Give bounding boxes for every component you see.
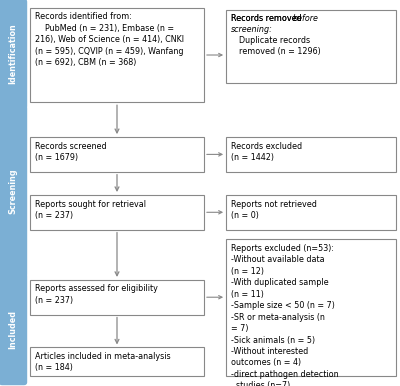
Text: Included: Included [8, 310, 18, 349]
FancyBboxPatch shape [0, 273, 27, 385]
Text: Records removed: Records removed [231, 14, 304, 23]
FancyBboxPatch shape [226, 195, 396, 230]
Text: Reports assessed for eligibility
(n = 237): Reports assessed for eligibility (n = 23… [35, 284, 158, 305]
FancyBboxPatch shape [30, 195, 204, 230]
FancyBboxPatch shape [0, 105, 27, 277]
Text: Reports excluded (n=53):
-Without available data
(n = 12)
-With duplicated sampl: Reports excluded (n=53): -Without availa… [231, 244, 338, 386]
Text: Records identified from:
    PubMed (n = 231), Embase (n =
216), Web of Science : Records identified from: PubMed (n = 231… [35, 12, 184, 67]
Text: Screening: Screening [8, 168, 18, 214]
Text: before: before [293, 14, 319, 23]
FancyBboxPatch shape [30, 280, 204, 315]
Text: removed (n = 1296): removed (n = 1296) [239, 47, 320, 56]
Text: Reports not retrieved
(n = 0): Reports not retrieved (n = 0) [231, 200, 317, 220]
FancyBboxPatch shape [226, 239, 396, 376]
FancyBboxPatch shape [226, 10, 396, 83]
Text: screening:: screening: [231, 25, 273, 34]
FancyBboxPatch shape [0, 0, 27, 109]
Text: Records screened
(n = 1679): Records screened (n = 1679) [35, 142, 106, 162]
FancyBboxPatch shape [226, 137, 396, 172]
FancyBboxPatch shape [30, 347, 204, 376]
Text: Reports sought for retrieval
(n = 237): Reports sought for retrieval (n = 237) [35, 200, 146, 220]
FancyBboxPatch shape [30, 137, 204, 172]
Text: Records excluded
(n = 1442): Records excluded (n = 1442) [231, 142, 302, 162]
Text: Identification: Identification [8, 24, 18, 85]
Text: Records removed before: Records removed before [231, 14, 329, 23]
Text: Duplicate records: Duplicate records [239, 36, 310, 45]
Text: Articles included in meta-analysis
(n = 184): Articles included in meta-analysis (n = … [35, 352, 170, 372]
Text: Records removed: Records removed [231, 14, 304, 23]
FancyBboxPatch shape [30, 8, 204, 102]
